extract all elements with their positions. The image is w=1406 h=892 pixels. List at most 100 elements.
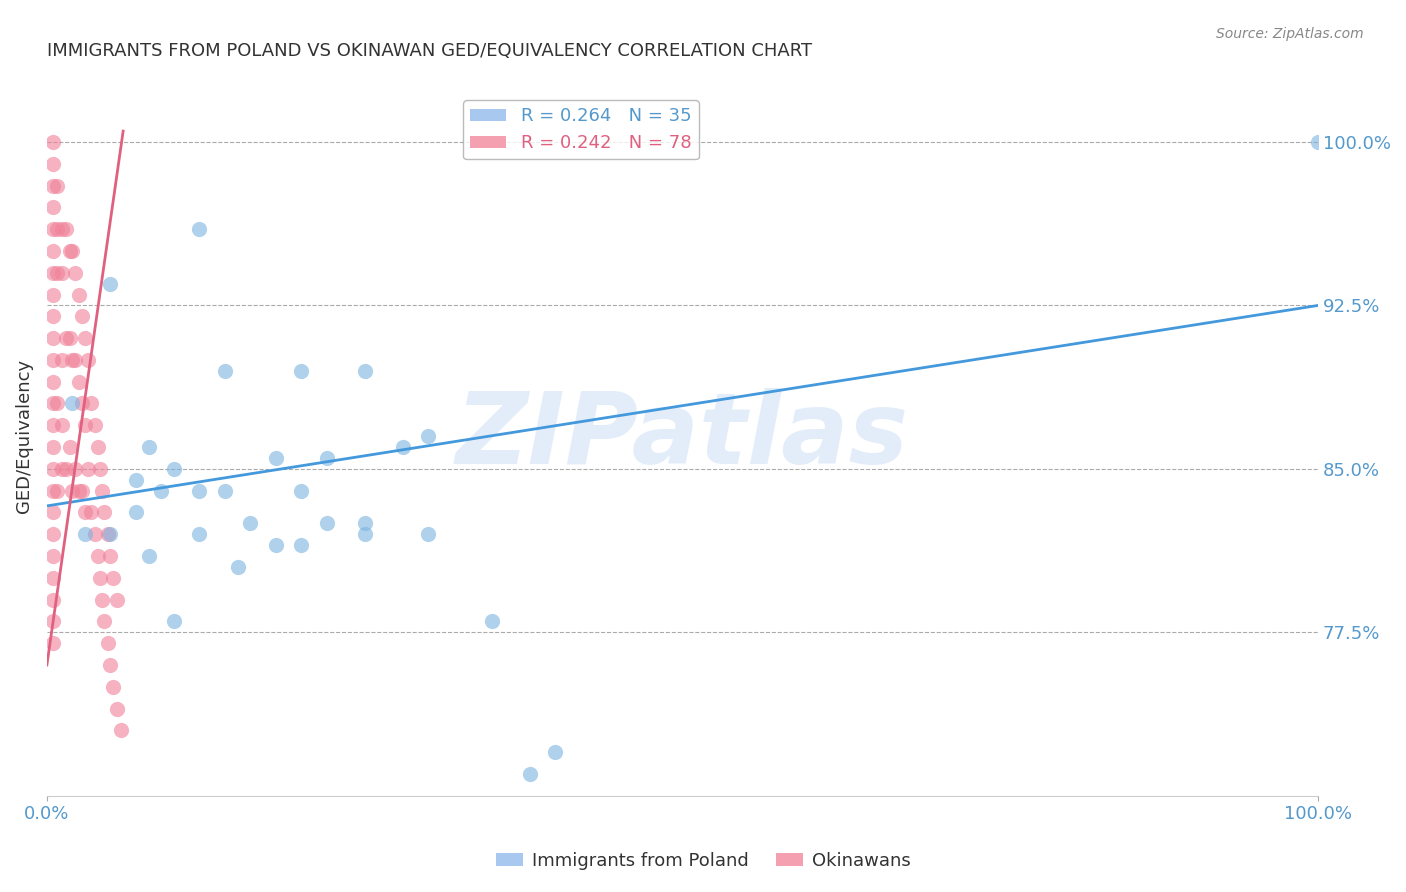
Point xyxy=(315,516,337,531)
Legend: R = 0.264   N = 35, R = 0.242   N = 78: R = 0.264 N = 35, R = 0.242 N = 78 xyxy=(463,100,699,160)
Text: Source: ZipAtlas.com: Source: ZipAtlas.com xyxy=(1216,27,1364,41)
Point xyxy=(138,549,160,563)
Point xyxy=(67,375,90,389)
Point xyxy=(239,516,262,531)
Point xyxy=(42,135,65,149)
Point xyxy=(42,310,65,324)
Point xyxy=(60,244,83,258)
Point xyxy=(353,364,375,378)
Point xyxy=(519,767,541,781)
Point xyxy=(42,331,65,345)
Point xyxy=(55,462,77,476)
Point xyxy=(60,483,83,498)
Point xyxy=(42,571,65,585)
Point xyxy=(42,418,65,433)
Point xyxy=(93,505,115,519)
Point xyxy=(60,396,83,410)
Point xyxy=(481,615,503,629)
Point xyxy=(60,352,83,367)
Point xyxy=(72,310,94,324)
Point xyxy=(87,440,110,454)
Point xyxy=(46,178,69,193)
Point xyxy=(51,418,73,433)
Point xyxy=(42,266,65,280)
Point xyxy=(87,549,110,563)
Point xyxy=(42,352,65,367)
Point xyxy=(46,222,69,236)
Point xyxy=(188,222,211,236)
Point xyxy=(67,483,90,498)
Point xyxy=(418,527,440,541)
Point xyxy=(89,571,111,585)
Point xyxy=(1308,135,1330,149)
Point xyxy=(264,450,287,465)
Point xyxy=(42,527,65,541)
Point xyxy=(290,364,312,378)
Point xyxy=(110,723,132,738)
Point xyxy=(353,516,375,531)
Point xyxy=(51,462,73,476)
Point xyxy=(100,527,122,541)
Point xyxy=(150,483,173,498)
Point xyxy=(63,266,86,280)
Point xyxy=(125,473,148,487)
Point xyxy=(290,483,312,498)
Point xyxy=(51,266,73,280)
Point xyxy=(42,375,65,389)
Point xyxy=(80,396,103,410)
Point xyxy=(214,364,236,378)
Point xyxy=(290,538,312,552)
Point xyxy=(73,505,96,519)
Point xyxy=(59,331,82,345)
Point xyxy=(90,592,112,607)
Point xyxy=(97,527,120,541)
Point xyxy=(42,549,65,563)
Point xyxy=(544,745,567,759)
Point xyxy=(67,287,90,301)
Point xyxy=(46,483,69,498)
Point xyxy=(51,222,73,236)
Point xyxy=(188,483,211,498)
Point xyxy=(84,527,107,541)
Point xyxy=(42,615,65,629)
Point xyxy=(42,200,65,214)
Point xyxy=(73,527,96,541)
Point xyxy=(76,462,98,476)
Point xyxy=(214,483,236,498)
Point xyxy=(105,592,128,607)
Point xyxy=(63,462,86,476)
Point xyxy=(72,396,94,410)
Point xyxy=(42,483,65,498)
Point xyxy=(73,418,96,433)
Point xyxy=(42,244,65,258)
Point xyxy=(105,701,128,715)
Point xyxy=(101,680,124,694)
Point xyxy=(42,636,65,650)
Point xyxy=(392,440,415,454)
Point xyxy=(80,505,103,519)
Point xyxy=(42,178,65,193)
Point xyxy=(315,450,337,465)
Point xyxy=(46,266,69,280)
Point xyxy=(46,396,69,410)
Point xyxy=(93,615,115,629)
Point xyxy=(42,592,65,607)
Point xyxy=(42,440,65,454)
Point xyxy=(100,277,122,291)
Point xyxy=(59,440,82,454)
Point xyxy=(42,157,65,171)
Point xyxy=(100,549,122,563)
Y-axis label: GED/Equivalency: GED/Equivalency xyxy=(15,359,32,513)
Point xyxy=(100,658,122,673)
Text: ZIPatlas: ZIPatlas xyxy=(456,388,910,484)
Point xyxy=(63,352,86,367)
Point xyxy=(226,560,249,574)
Point xyxy=(163,462,186,476)
Point xyxy=(97,636,120,650)
Point xyxy=(90,483,112,498)
Point xyxy=(84,418,107,433)
Point xyxy=(73,331,96,345)
Point xyxy=(264,538,287,552)
Point xyxy=(138,440,160,454)
Point xyxy=(42,287,65,301)
